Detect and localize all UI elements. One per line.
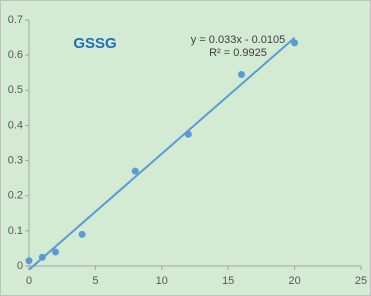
y-tick-label: 0.4	[8, 119, 23, 131]
y-tick-label: 0.6	[8, 49, 23, 61]
x-tick-label: 25	[355, 275, 367, 287]
x-tick-label: 15	[222, 275, 234, 287]
x-tick-label: 5	[92, 275, 98, 287]
chart-title: GSSG	[73, 35, 116, 52]
x-tick-label: 0	[26, 275, 32, 287]
data-point	[291, 39, 299, 47]
data-point	[184, 130, 192, 138]
data-point	[25, 257, 33, 265]
y-tick-label: 0.1	[8, 225, 23, 237]
data-point	[38, 253, 46, 261]
trendline-equation: y = 0.033x - 0.0105	[191, 34, 285, 46]
data-point	[237, 70, 245, 78]
x-tick-label: 20	[288, 275, 300, 287]
x-tick-label: 10	[156, 275, 168, 287]
data-point	[52, 248, 60, 256]
trendline	[28, 36, 296, 271]
trendline-r2: R² = 0.9925	[209, 47, 267, 59]
y-tick-label: 0.2	[8, 190, 23, 202]
y-tick-label: 0.3	[8, 154, 23, 166]
data-point	[78, 230, 86, 238]
data-point	[131, 167, 139, 175]
y-tick-label: 0	[17, 260, 23, 272]
y-tick-label: 0.7	[8, 14, 23, 26]
y-tick-label: 0.5	[8, 84, 23, 96]
